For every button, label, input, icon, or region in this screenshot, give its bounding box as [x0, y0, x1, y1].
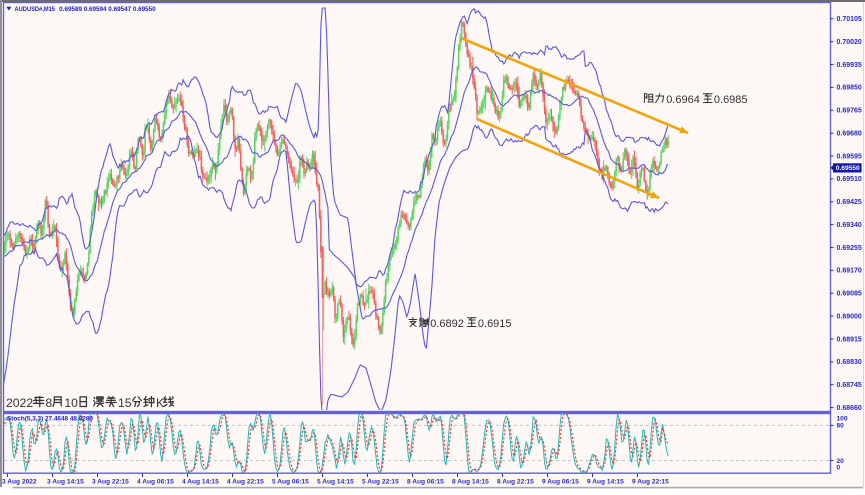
- svg-text:0.68915: 0.68915: [837, 336, 862, 343]
- svg-text:0.69340: 0.69340: [837, 222, 862, 229]
- svg-text:9 Aug 22:15: 9 Aug 22:15: [632, 479, 669, 486]
- svg-text:3 Aug 2022: 3 Aug 2022: [2, 479, 37, 486]
- svg-text:0.69085: 0.69085: [837, 291, 862, 298]
- svg-text:K: K: [156, 396, 164, 410]
- svg-text:4 Aug 06:15: 4 Aug 06:15: [137, 479, 174, 486]
- svg-text:0.69425: 0.69425: [837, 199, 862, 206]
- svg-text:0.6892: 0.6892: [430, 318, 464, 330]
- svg-text:9 Aug 14:15: 9 Aug 14:15: [587, 479, 624, 486]
- svg-text:8: 8: [45, 396, 52, 410]
- svg-text:Stoch(5,3,3) 27.4648 48.6280: Stoch(5,3,3) 27.4648 48.6280: [7, 415, 93, 422]
- svg-text:20: 20: [837, 458, 845, 465]
- svg-text:0: 0: [837, 465, 841, 472]
- svg-text:3 Aug 22:15: 3 Aug 22:15: [92, 479, 129, 486]
- svg-text:8 Aug 22:15: 8 Aug 22:15: [497, 479, 534, 486]
- svg-text:0.69680: 0.69680: [837, 131, 862, 138]
- svg-text:AUDUSD#,M15: AUDUSD#,M15: [15, 6, 56, 13]
- svg-text:0.69255: 0.69255: [837, 245, 862, 252]
- svg-text:8 Aug 14:15: 8 Aug 14:15: [452, 479, 489, 486]
- svg-text:80: 80: [837, 423, 845, 430]
- svg-text:2022: 2022: [6, 396, 33, 410]
- svg-text:0.68660: 0.68660: [837, 405, 862, 412]
- svg-text:0.69935: 0.69935: [837, 62, 862, 69]
- svg-text:15: 15: [118, 396, 132, 410]
- svg-text:100: 100: [837, 416, 848, 423]
- svg-text:0.6915: 0.6915: [478, 318, 512, 330]
- svg-text:0.6985: 0.6985: [714, 94, 748, 106]
- svg-text:0.69550: 0.69550: [836, 165, 860, 172]
- svg-text:0.69765: 0.69765: [837, 108, 862, 115]
- svg-text:0.6964: 0.6964: [666, 94, 700, 106]
- svg-text:8 Aug 06:15: 8 Aug 06:15: [407, 479, 444, 486]
- svg-text:10: 10: [64, 396, 78, 410]
- svg-text:0.68830: 0.68830: [837, 359, 862, 366]
- svg-text:0.69850: 0.69850: [837, 85, 862, 92]
- svg-text:0.69000: 0.69000: [837, 313, 862, 320]
- svg-text:0.68745: 0.68745: [837, 382, 862, 389]
- svg-text:5 Aug 06:15: 5 Aug 06:15: [272, 479, 309, 486]
- svg-text:0.70020: 0.70020: [837, 39, 862, 46]
- svg-text:3 Aug 14:15: 3 Aug 14:15: [47, 479, 84, 486]
- svg-text:0.69170: 0.69170: [837, 268, 862, 275]
- svg-text:9 Aug 06:15: 9 Aug 06:15: [542, 479, 579, 486]
- svg-text:0.69510: 0.69510: [837, 176, 862, 183]
- svg-text:5 Aug 14:15: 5 Aug 14:15: [317, 479, 354, 486]
- svg-text:4 Aug 14:15: 4 Aug 14:15: [182, 479, 219, 486]
- svg-text:0.69595: 0.69595: [837, 153, 862, 160]
- svg-text:0.69589 0.69594 0.69547 0.6955: 0.69589 0.69594 0.69547 0.69550: [59, 6, 156, 13]
- svg-text:5 Aug 22:15: 5 Aug 22:15: [362, 479, 399, 486]
- svg-text:4 Aug 22:15: 4 Aug 22:15: [227, 479, 264, 486]
- svg-text:0.70105: 0.70105: [837, 16, 862, 23]
